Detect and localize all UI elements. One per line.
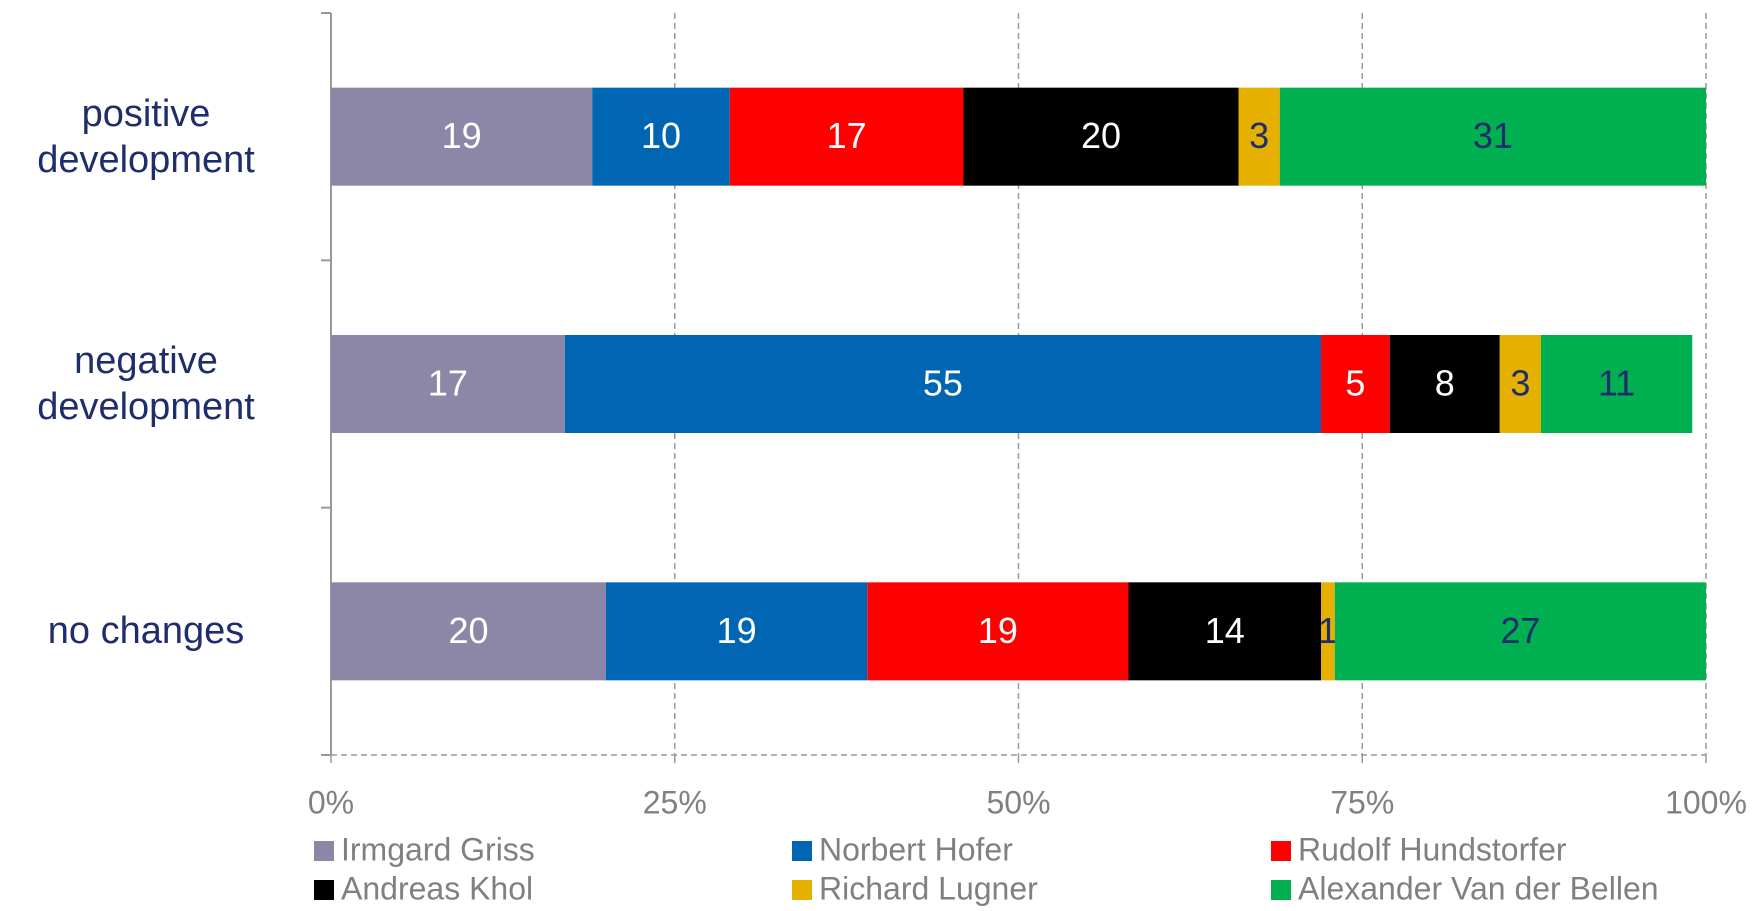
legend-label: Norbert Hofer <box>819 831 1013 867</box>
data-label: 31 <box>1473 115 1513 156</box>
data-label: 27 <box>1500 610 1540 651</box>
bar-segment <box>331 87 593 186</box>
data-label: 5 <box>1345 363 1365 404</box>
bar-segment <box>564 335 1321 433</box>
bar-segment <box>1541 335 1693 433</box>
data-label: 19 <box>717 610 757 651</box>
legend-swatch <box>314 880 334 900</box>
data-label: 55 <box>923 363 963 404</box>
data-label: 14 <box>1205 610 1245 651</box>
bar-segment <box>963 87 1239 186</box>
data-label: 17 <box>428 363 468 404</box>
data-label: 20 <box>1081 115 1121 156</box>
x-tick-label: 100% <box>1665 784 1747 820</box>
bar-segment <box>1321 335 1390 433</box>
data-label: 8 <box>1435 363 1455 404</box>
bar-segment <box>592 87 730 186</box>
bar-segment <box>1499 335 1541 433</box>
legend-label: Alexander Van der Bellen <box>1298 870 1659 906</box>
data-label: 10 <box>641 115 681 156</box>
bar-segment <box>606 582 868 681</box>
bar-segment <box>331 335 565 433</box>
data-label: 11 <box>1598 363 1635 404</box>
legend-label: Andreas Khol <box>341 870 533 906</box>
category-label: negative development <box>37 340 255 428</box>
x-tick-label: 50% <box>986 784 1050 820</box>
bar-segment <box>867 582 1129 681</box>
data-label: 19 <box>978 610 1018 651</box>
legend-label: Richard Lugner <box>819 870 1038 906</box>
legend-swatch <box>792 841 812 861</box>
category-label: positive development <box>37 92 255 181</box>
legend-label: Irmgard Griss <box>341 831 535 867</box>
legend-swatch <box>792 880 812 900</box>
legend-label: Rudolf Hundstorfer <box>1298 831 1567 867</box>
category-label: no changes <box>47 610 245 653</box>
data-label: 17 <box>827 115 867 156</box>
legend-swatch <box>314 841 334 861</box>
bar-segment <box>1321 582 1335 681</box>
x-tick-label: 0% <box>308 784 354 820</box>
x-tick-label: 75% <box>1330 784 1394 820</box>
legend-swatch <box>1271 880 1291 900</box>
bar-segment <box>331 582 606 681</box>
bar-segment <box>1389 335 1500 433</box>
bar-segment <box>729 87 964 186</box>
bar-segment <box>1128 582 1321 681</box>
bar-segment <box>1279 87 1706 186</box>
legend-swatch <box>1271 841 1291 861</box>
data-label: 3 <box>1249 115 1269 156</box>
data-label: 19 <box>442 115 482 156</box>
bar-segment <box>1238 87 1280 186</box>
bar-segment <box>1334 582 1706 681</box>
data-label: 20 <box>448 610 488 651</box>
data-label: 3 <box>1510 363 1530 404</box>
x-tick-label: 25% <box>643 784 707 820</box>
data-label: 1 <box>1318 610 1338 651</box>
